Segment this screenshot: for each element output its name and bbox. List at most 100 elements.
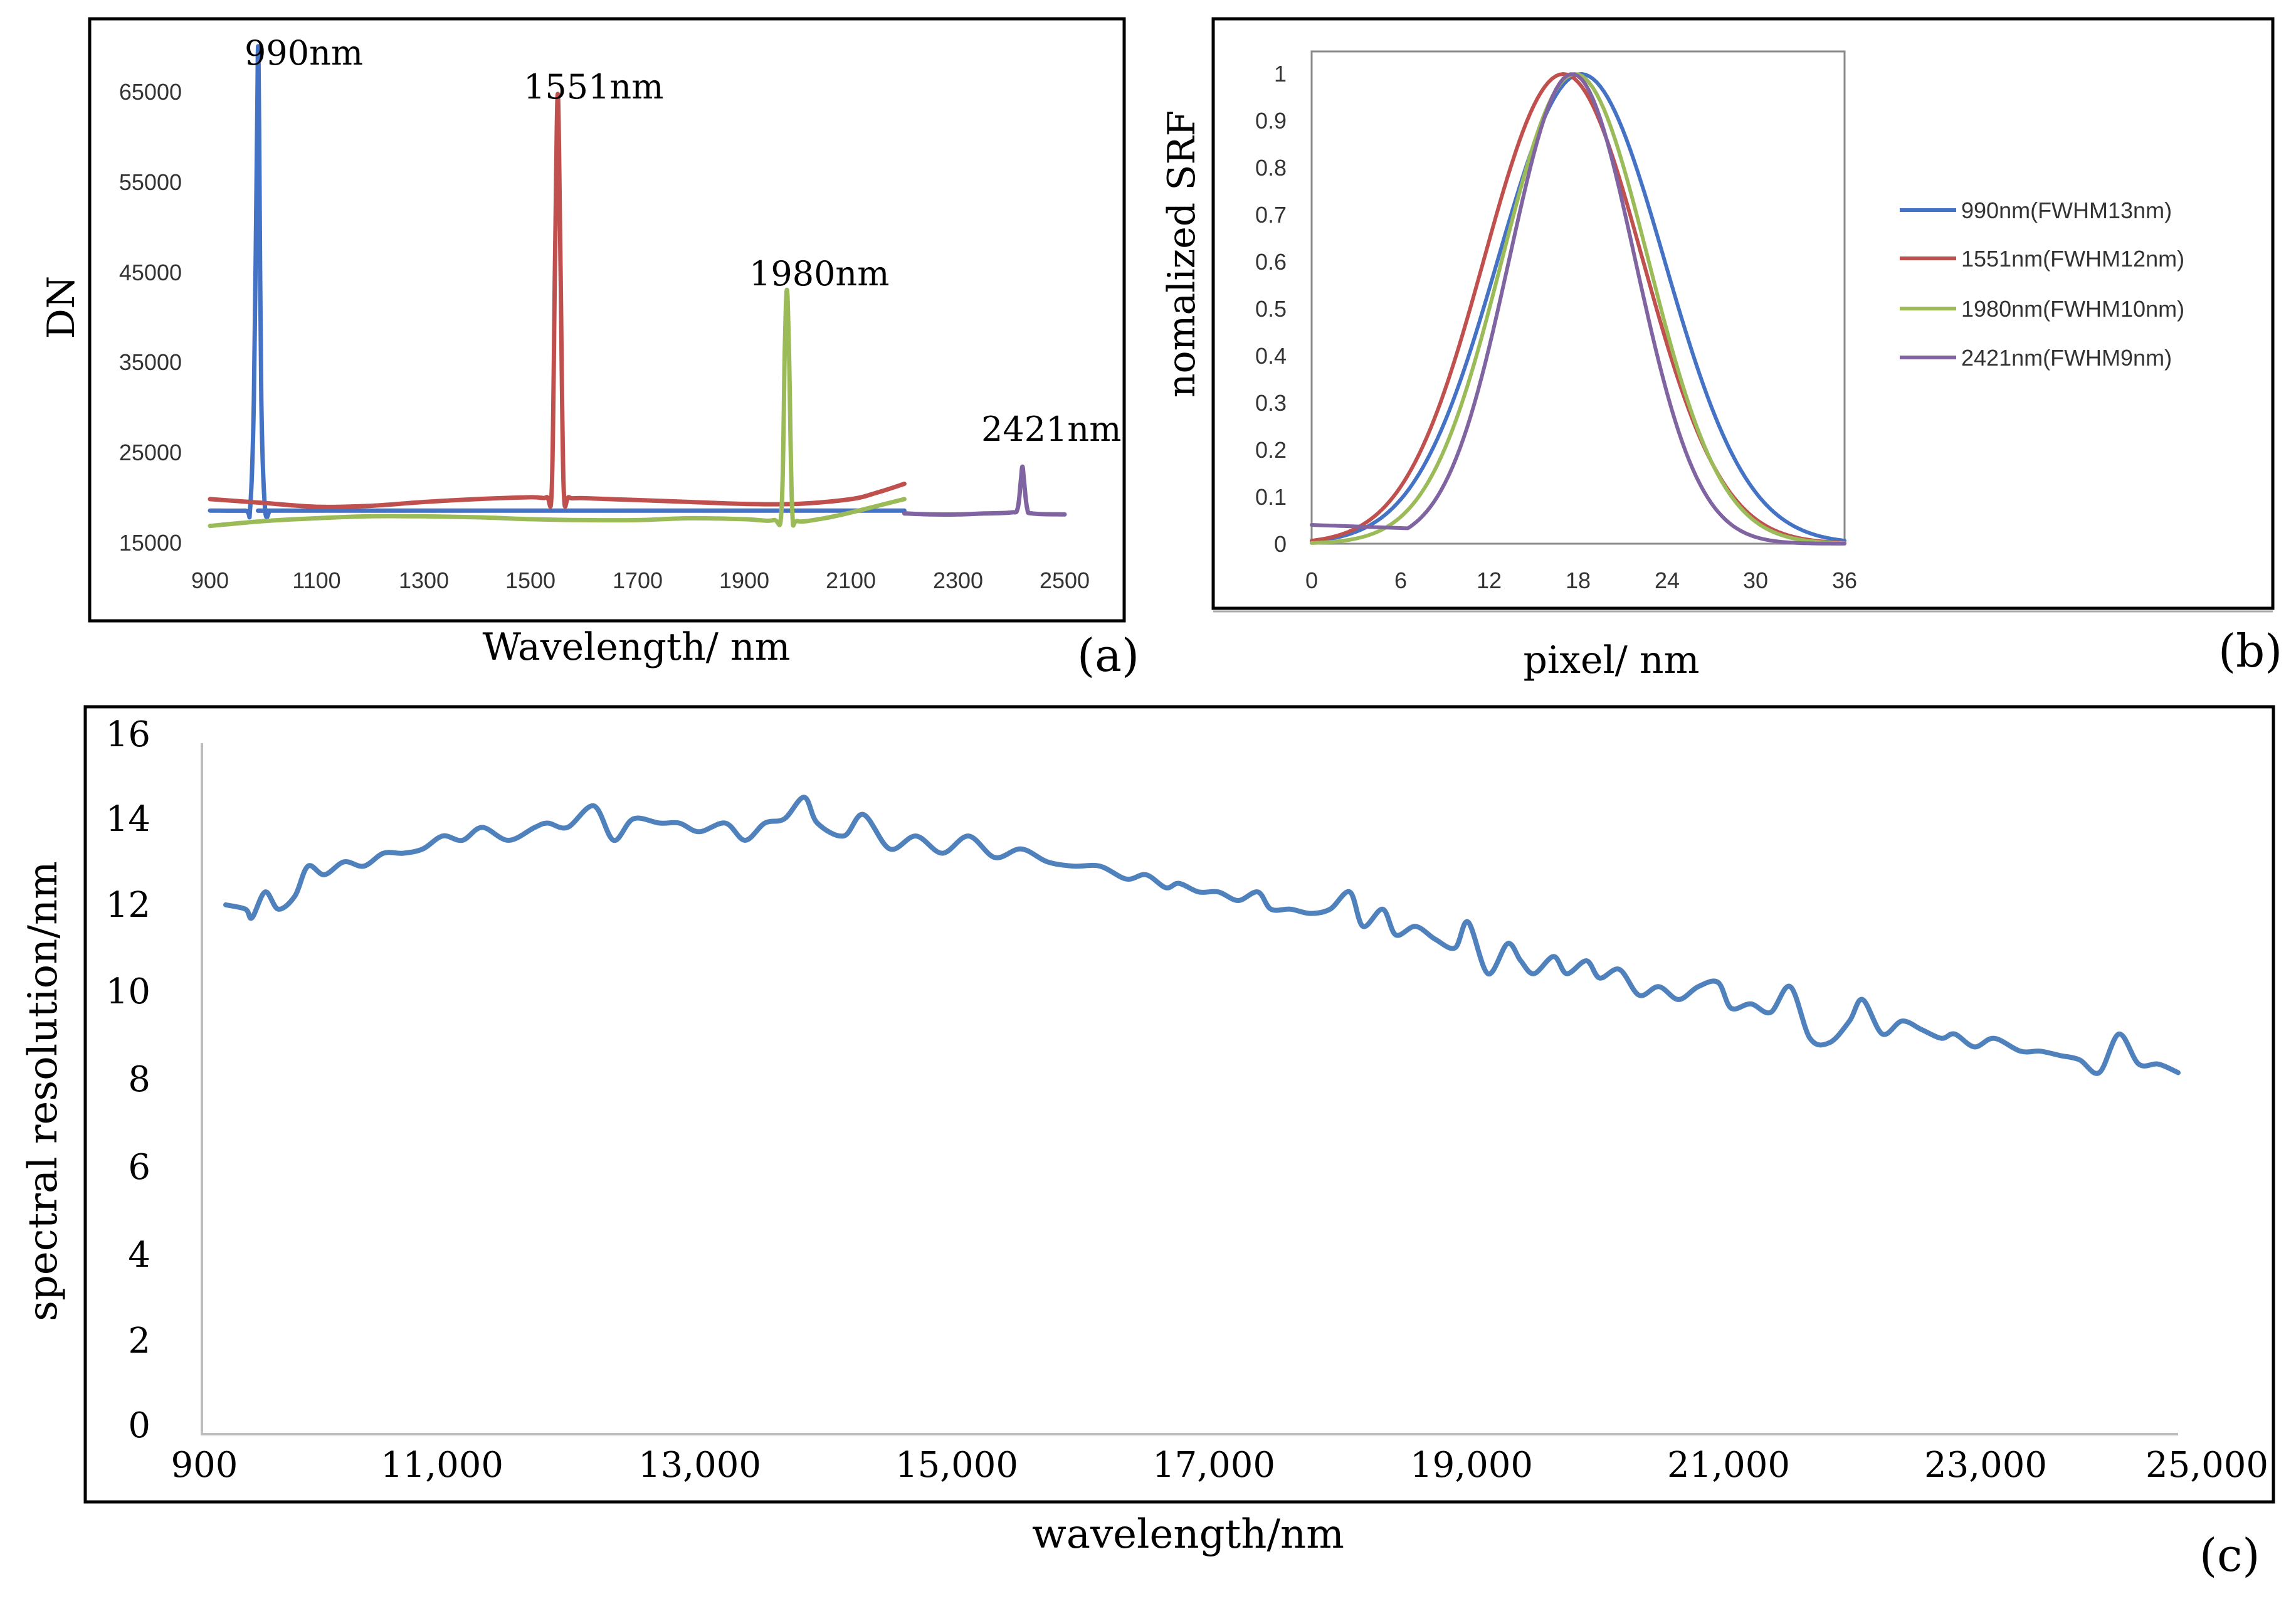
series-line-2421nm [902,464,1067,517]
c-xtick-label: 15,000 [895,1445,1018,1486]
panel-label-c: (c) [2199,1529,2260,1582]
b-xtick-label: 6 [1394,568,1407,593]
b-xtick-label: 18 [1566,568,1591,593]
b-ytick-label: 0.2 [1255,437,1287,463]
a-xtick-label: 1900 [719,568,769,593]
b-ytick-label: 0.7 [1255,202,1287,228]
panel-c: 0 2 4 6 8 10 12 14 16 900 11,000 13,000 … [20,705,2275,1582]
b-ytick-label: 0.3 [1255,390,1287,416]
c-xtick-label: 21,000 [1667,1445,1790,1486]
legend-label: 990nm(FWHM13nm) [1961,198,2172,223]
c-ytick-label: 4 [128,1235,150,1276]
legend-entry: 990nm(FWHM13nm) [1900,198,2172,223]
a-xtick-label: 1700 [613,568,663,593]
b-ytick-label: 0.5 [1255,296,1287,322]
b-x-axis-title: pixel/ nm [1524,638,1700,682]
panel-a-frame [88,17,1126,623]
panel-b-x-ticks: 0 6 12 18 24 30 36 [1305,568,1857,593]
a-x-axis-title: Wavelength/ nm [483,625,791,669]
legend-entry: 1551nm(FWHM12nm) [1900,246,2184,272]
c-xtick-label: 900 [171,1445,238,1486]
spectral-resolution-line [223,795,2181,1076]
srf-curve-1551nm(FWHM12nm) [1310,72,1846,545]
b-ytick-label: 0.6 [1255,249,1287,275]
a-xtick-label: 2100 [826,568,876,593]
b-ytick-label: 0.9 [1255,108,1287,134]
panel-b-legend: 990nm(FWHM13nm) 1551nm(FWHM12nm) 1980nm(… [1900,198,2184,371]
b-ytick-label: 1 [1274,61,1287,87]
a-y-axis-title: DN [39,276,83,339]
c-xtick-label: 23,000 [1924,1445,2047,1486]
a-xtick-label: 2500 [1040,568,1090,593]
peak-label-2421: 2421nm [981,409,1121,449]
legend-label: 2421nm(FWHM9nm) [1961,345,2172,371]
b-xtick-label: 30 [1743,568,1768,593]
peak-label-990: 990nm [245,33,363,73]
a-xtick-label: 1500 [505,568,556,593]
peak-label-1551: 1551nm [524,67,663,107]
series-line-1980nm [208,287,907,529]
c-xtick-label: 19,000 [1410,1445,1533,1486]
a-xtick-label: 1300 [399,568,449,593]
a-ytick-label: 25000 [119,440,182,465]
series-line-990nm [208,44,907,520]
b-ytick-label: 0.8 [1255,155,1287,181]
a-xtick-label: 900 [191,568,229,593]
legend-entry: 2421nm(FWHM9nm) [1900,345,2172,371]
c-xtick-label: 11,000 [381,1445,503,1486]
b-xtick-label: 12 [1477,568,1502,593]
a-ytick-label: 45000 [119,260,182,285]
c-xtick-label: 25,000 [2146,1445,2268,1486]
panel-c-series [223,795,2181,1076]
c-x-axis-title: wavelength/nm [1032,1511,1344,1558]
a-ytick-label: 55000 [119,169,182,195]
panel-b-frame [1211,17,2275,610]
panel-c-frame [83,705,2275,1504]
c-ytick-label: 14 [106,799,150,840]
panel-c-x-ticks: 900 11,000 13,000 15,000 17,000 19,000 2… [171,1445,2268,1486]
panel-c-axes [201,743,2178,1435]
b-ytick-label: 0.4 [1255,343,1287,369]
panel-b: 0 0.1 0.2 0.3 0.4 0.5 0.6 0.7 0.8 0.9 1 … [1160,17,2282,682]
legend-label: 1980nm(FWHM10nm) [1961,296,2184,322]
c-ytick-label: 0 [128,1405,150,1446]
c-ytick-label: 10 [106,971,150,1012]
c-ytick-label: 8 [128,1059,150,1100]
b-y-axis-title: nomalized SRF [1160,110,1204,398]
panel-c-y-ticks: 0 2 4 6 8 10 12 14 16 [106,714,150,1446]
c-xtick-label: 17,000 [1152,1445,1275,1486]
panel-b-series [1310,72,1846,546]
panel-label-a: (a) [1077,629,1139,682]
srf-curve-990nm(FWHM13nm) [1310,72,1846,544]
panel-a-series [208,44,1067,529]
a-ytick-label: 35000 [119,349,182,375]
legend-entry: 1980nm(FWHM10nm) [1900,296,2184,322]
legend-label: 1551nm(FWHM12nm) [1961,246,2184,272]
a-ytick-label: 65000 [119,79,182,105]
b-xtick-label: 0 [1305,568,1318,593]
c-ytick-label: 16 [106,714,150,755]
c-ytick-label: 6 [128,1147,150,1188]
a-xtick-label: 1100 [292,568,340,593]
b-ytick-label: 0.1 [1255,484,1287,510]
panel-b-y-ticks: 0 0.1 0.2 0.3 0.4 0.5 0.6 0.7 0.8 0.9 1 [1255,61,1287,557]
srf-curve-2421nm(FWHM9nm) [1310,72,1846,546]
b-ytick-label: 0 [1274,531,1287,557]
panel-a-x-ticks: 900 1100 1300 1500 1700 1900 2100 2300 2… [191,568,1090,593]
c-xtick-label: 13,000 [638,1445,761,1486]
panel-b-plot-area [1310,50,1846,545]
series-line-1551nm [208,92,907,509]
b-xtick-label: 36 [1832,568,1857,593]
peak-label-1980: 1980nm [749,254,889,293]
a-ytick-label: 15000 [119,530,182,556]
panel-a: 15000 25000 35000 45000 55000 65000 900 … [39,17,1139,682]
a-xtick-label: 2300 [933,568,983,593]
c-y-axis-title: spectral resolution/nm [20,861,66,1321]
srf-curve-1980nm(FWHM10nm) [1310,72,1846,546]
c-ytick-label: 12 [106,885,150,926]
b-xtick-label: 24 [1655,568,1680,593]
c-ytick-label: 2 [128,1321,150,1361]
panel-a-y-ticks: 15000 25000 35000 45000 55000 65000 [119,79,182,556]
panel-label-b: (b) [2218,625,2282,677]
